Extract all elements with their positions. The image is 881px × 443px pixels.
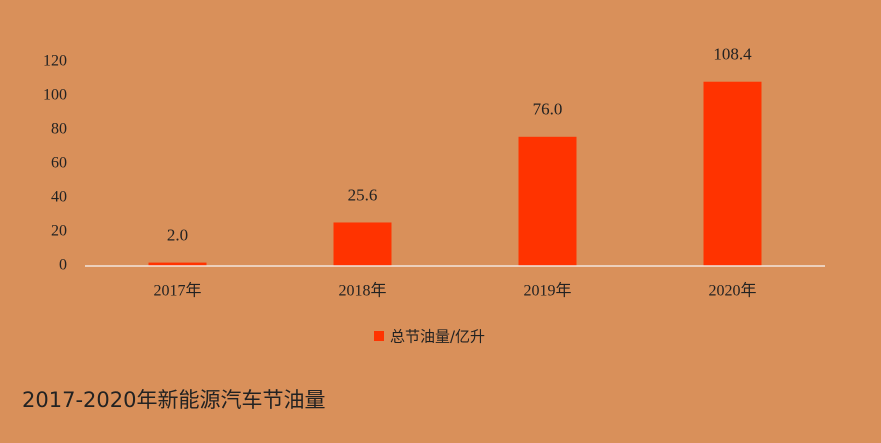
legend-label: 总节油量/亿升	[390, 328, 485, 346]
data-label: 108.4	[713, 45, 752, 64]
y-tick-label: 20	[51, 223, 67, 240]
y-tick-label: 80	[51, 121, 67, 138]
y-tick-label: 0	[59, 257, 67, 274]
bar	[703, 81, 762, 266]
chart-title: 2017-2020年新能源汽车节油量	[22, 388, 325, 412]
y-tick-label: 100	[43, 87, 67, 104]
data-label: 76.0	[533, 100, 563, 119]
legend-swatch	[374, 331, 384, 341]
bar	[518, 136, 577, 266]
y-tick-label: 40	[51, 189, 67, 206]
x-tick-label: 2018年	[338, 282, 386, 300]
x-tick-label: 2020年	[708, 282, 756, 300]
y-tick-label: 60	[51, 155, 67, 172]
bar	[148, 262, 207, 266]
x-tick-label: 2019年	[523, 282, 571, 300]
x-tick-label: 2017年	[153, 282, 201, 300]
data-label: 2.0	[167, 226, 188, 245]
y-tick-label: 120	[43, 53, 67, 70]
data-label: 25.6	[348, 185, 378, 204]
bar	[333, 222, 392, 266]
